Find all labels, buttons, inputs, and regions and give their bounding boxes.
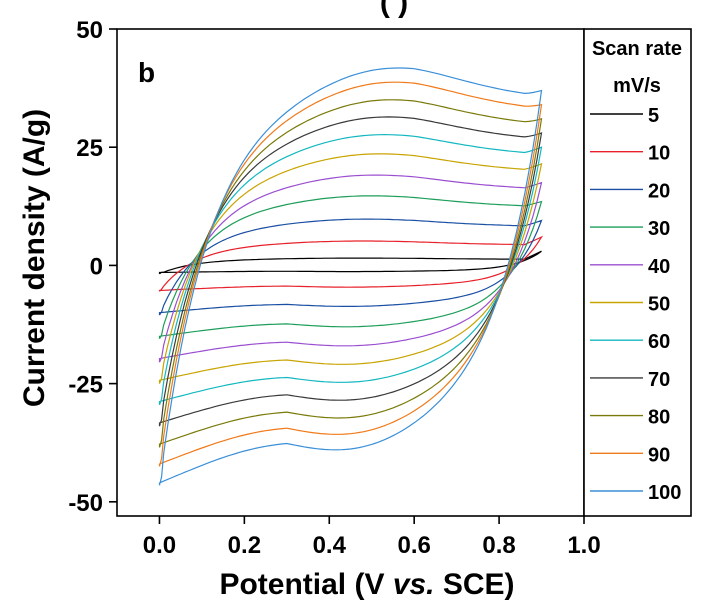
cv-series-50	[158, 153, 543, 384]
legend-label-100: 100	[648, 482, 681, 504]
y-tick-label: -25	[68, 372, 103, 399]
cv-curves	[158, 67, 544, 486]
cv-series-30	[158, 195, 543, 339]
legend-items: 5 10 20 30 40 50 60 70 80 90 100	[590, 105, 681, 504]
legend-label-80: 80	[648, 407, 670, 429]
legend-label-10: 10	[648, 143, 670, 165]
x-tick-label: 0.0	[143, 532, 176, 559]
panel-label: b	[138, 57, 155, 88]
y-tick-label: -50	[68, 490, 103, 517]
x-tick-label: 0.6	[397, 532, 430, 559]
chart-title-fragment: ( )	[380, 0, 408, 19]
cv-series-80	[158, 99, 543, 448]
x-axis-title: Potential (V vs. SCE)	[219, 568, 514, 601]
y-tick-label: 0	[90, 253, 103, 280]
legend-label-90: 90	[648, 444, 670, 466]
x-axis-ticks: 0.0 0.2 0.4 0.6 0.8 1.0	[143, 516, 601, 559]
legend-label-20: 20	[648, 180, 670, 202]
legend-label-70: 70	[648, 369, 670, 391]
y-tick-label: 50	[76, 17, 103, 44]
legend-title: Scan rate	[592, 38, 682, 60]
legend-label-40: 40	[648, 256, 670, 278]
x-tick-label: 0.8	[482, 532, 515, 559]
cv-series-5	[158, 250, 542, 275]
y-axis-title: Current density (A/g)	[18, 109, 51, 407]
legend-label-50: 50	[648, 294, 670, 316]
cv-series-90	[158, 81, 543, 467]
cv-series-40	[158, 174, 543, 363]
legend-label-30: 30	[648, 218, 670, 240]
x-tick-label: 0.4	[313, 532, 347, 559]
cv-series-60	[158, 133, 543, 406]
y-axis-ticks: 50 25 0 -25 -50	[68, 17, 117, 517]
legend-unit: mV/s	[613, 75, 661, 97]
x-tick-label: 1.0	[567, 532, 600, 559]
legend-label-60: 60	[648, 331, 670, 353]
legend-label-5: 5	[648, 105, 659, 127]
cv-series-100	[158, 67, 543, 486]
cv-series-10	[158, 235, 544, 292]
x-tick-label: 0.2	[228, 532, 261, 559]
legend-box	[583, 28, 692, 517]
cv-series-70	[158, 116, 543, 427]
y-tick-label: 25	[76, 135, 103, 162]
cv-series-20	[158, 218, 543, 316]
